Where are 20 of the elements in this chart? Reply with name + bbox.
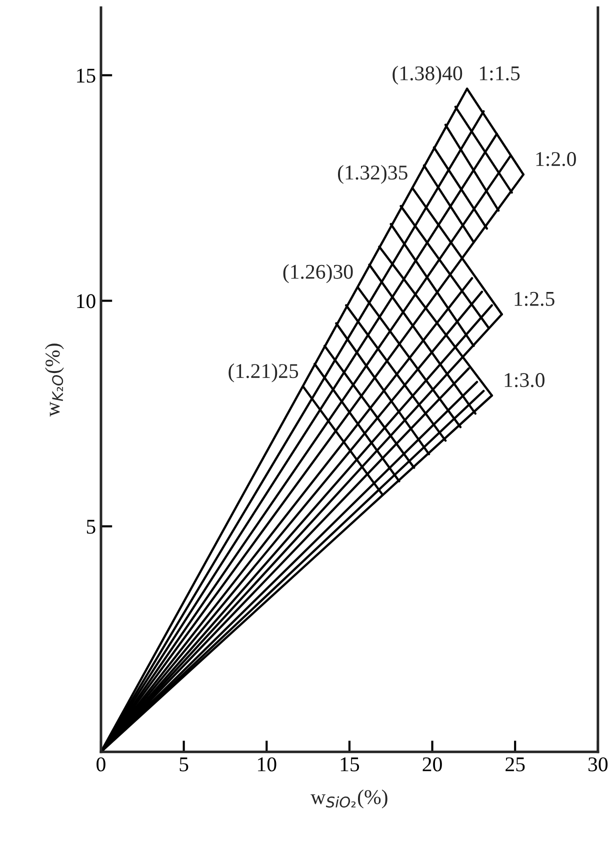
x-tick-label: 30	[588, 757, 608, 772]
annotation: (1.21)25	[228, 363, 298, 382]
y-tick-label: 10	[77, 294, 96, 308]
x-axis-title: w$_{SiO₂}$(%)	[310, 789, 388, 808]
x-tick-label: 5	[180, 758, 188, 772]
y-tick-label: 15	[77, 68, 96, 83]
annotation: (1.32)35	[338, 164, 408, 184]
x-tick-label: 10	[258, 757, 276, 772]
y-tick-label: 5	[86, 520, 96, 534]
annotation: 1:3.0	[504, 373, 544, 388]
x-tick-label: 0	[96, 757, 106, 772]
annotation: (1.38)40	[392, 66, 462, 85]
x-tick-label: 25	[506, 757, 525, 772]
y-axis-title: w$_{K₂O}$(%)	[45, 344, 64, 417]
annotation: (1.26)30	[283, 264, 353, 284]
annotation: 1:2.0	[536, 152, 576, 166]
x-tick-label: 15	[340, 757, 360, 772]
annotation: 1:1.5	[480, 66, 520, 80]
annotation: 1:2.5	[514, 292, 554, 306]
x-tick-label: 20	[422, 757, 442, 772]
